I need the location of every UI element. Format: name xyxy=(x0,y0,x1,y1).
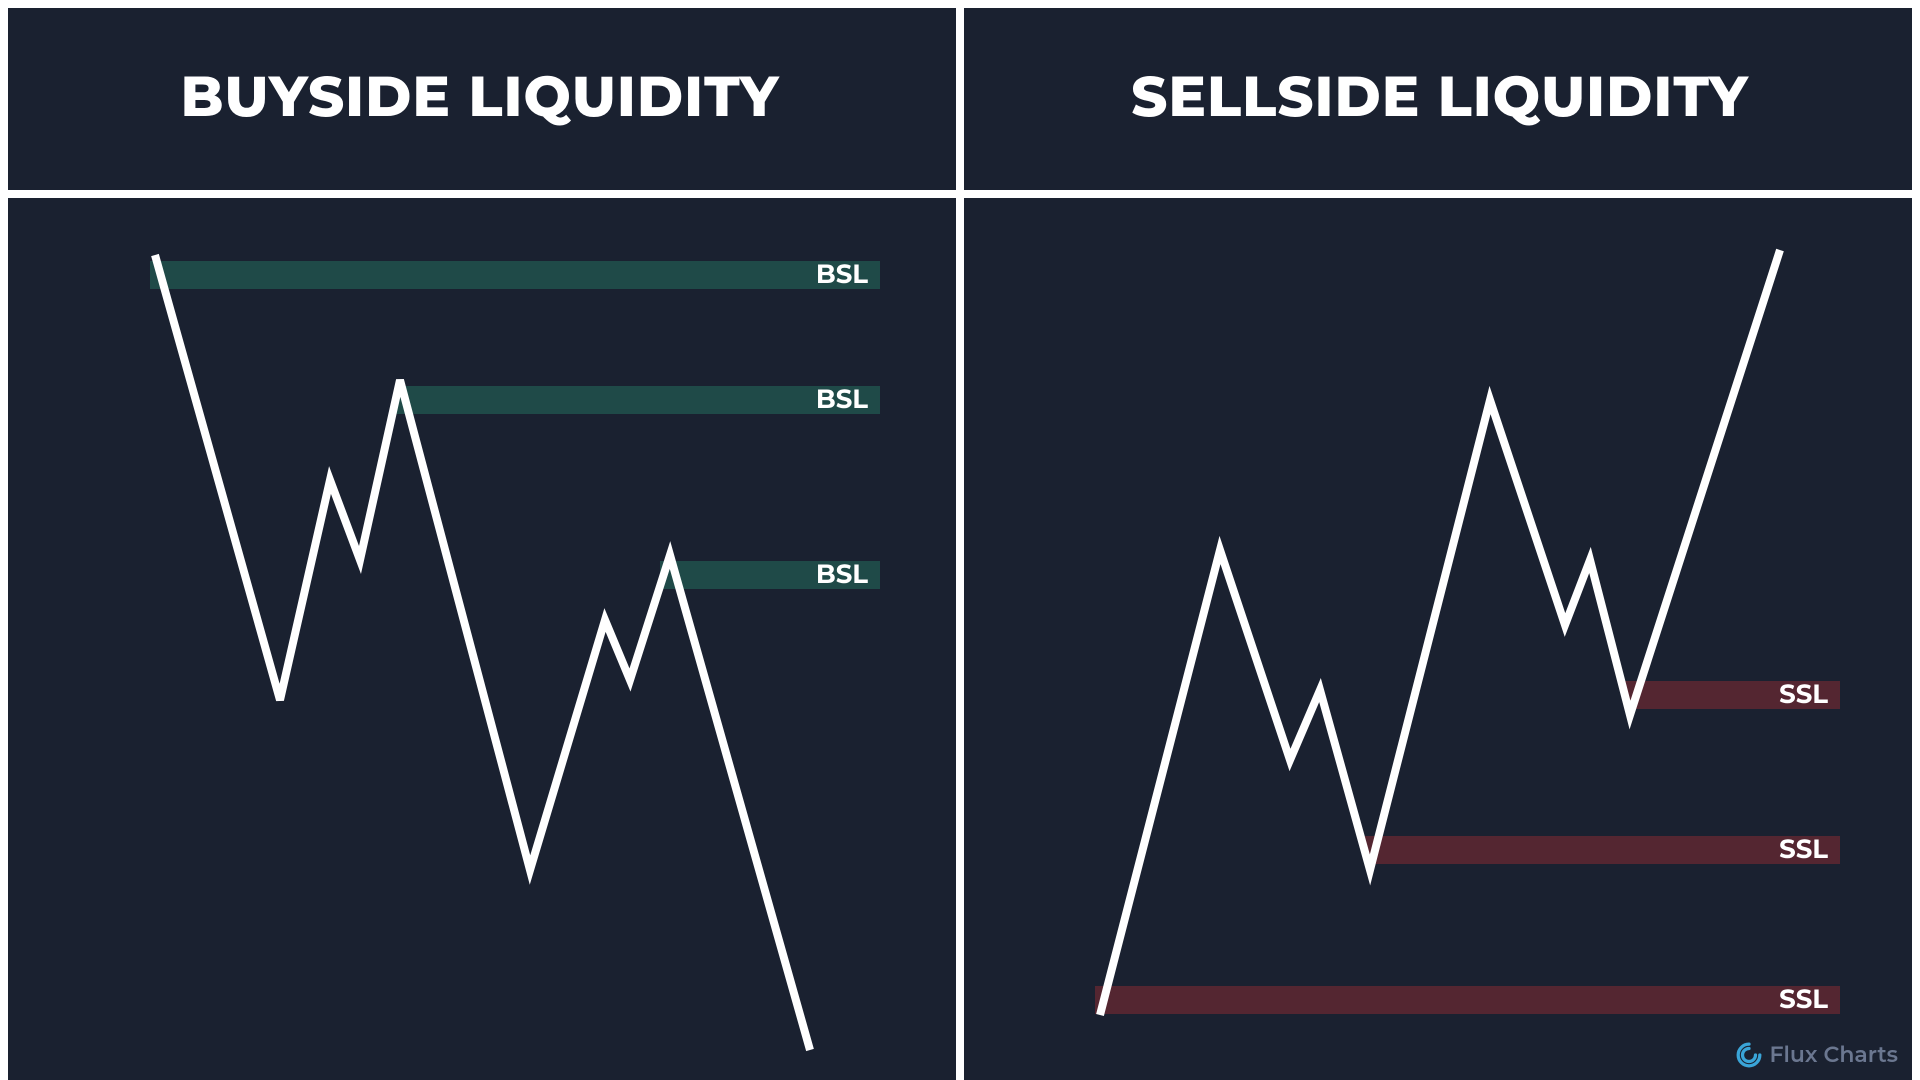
zone-label: SSL xyxy=(1779,833,1828,865)
liquidity-zone xyxy=(395,386,880,414)
zone-label: SSL xyxy=(1779,983,1828,1015)
panel-title: BUYSIDE LIQUIDITY xyxy=(180,63,779,131)
zone-label: BSL xyxy=(816,558,868,590)
brand-text: Flux Charts xyxy=(1770,1041,1898,1068)
panel-title: SELLSIDE LIQUIDITY xyxy=(1131,63,1749,131)
zone-label: SSL xyxy=(1779,678,1828,710)
liquidity-zone xyxy=(1365,836,1840,864)
brand-badge: Flux Charts xyxy=(1736,1041,1898,1068)
brand-icon xyxy=(1736,1042,1762,1068)
zone-label: BSL xyxy=(816,258,868,290)
zone-label: BSL xyxy=(816,383,868,415)
liquidity-zone xyxy=(1095,986,1840,1014)
liquidity-infographic: BUYSIDE LIQUIDITY SELLSIDE LIQUIDITY BSL BS… xyxy=(0,0,1920,1080)
liquidity-zone xyxy=(150,261,880,289)
